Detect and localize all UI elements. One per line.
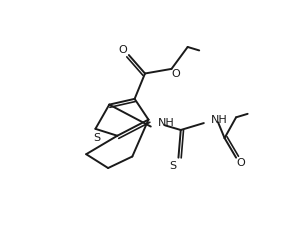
Text: O: O <box>237 158 246 167</box>
Text: O: O <box>171 69 180 79</box>
Text: S: S <box>169 160 176 170</box>
Text: NH: NH <box>211 114 228 124</box>
Text: NH: NH <box>158 118 175 128</box>
Text: O: O <box>119 45 128 55</box>
Text: S: S <box>93 132 100 142</box>
